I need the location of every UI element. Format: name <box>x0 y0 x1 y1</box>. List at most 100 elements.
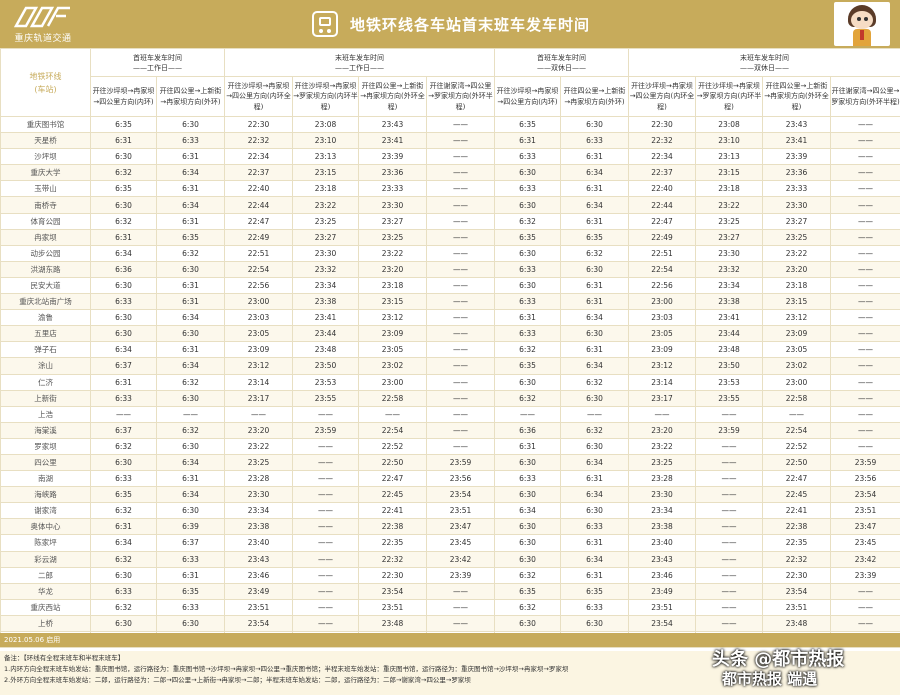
time-cell: 23:40 <box>224 534 293 552</box>
time-cell: 23:09 <box>224 341 293 359</box>
time-cell: —— <box>426 309 495 327</box>
time-cell: —— <box>292 518 359 536</box>
time-cell: 6:33 <box>494 180 561 198</box>
time-cell: —— <box>830 325 900 343</box>
time-cell: 6:31 <box>90 518 157 536</box>
time-cell: 23:41 <box>358 132 427 150</box>
time-cell: 23:12 <box>358 309 427 327</box>
time-cell: 23:48 <box>695 341 763 359</box>
station-name: 四公里 <box>0 453 91 472</box>
time-cell: —— <box>830 357 900 375</box>
time-cell: 6:30 <box>156 389 225 407</box>
time-cell: 22:51 <box>628 244 696 262</box>
time-cell: 6:31 <box>90 373 157 391</box>
time-cell: 23:51 <box>426 502 495 520</box>
station-name: 上新街 <box>0 389 91 407</box>
time-cell: —— <box>292 486 359 504</box>
time-cell: —— <box>695 405 763 423</box>
time-cell: 6:34 <box>560 357 629 375</box>
station-name: 重庆大学 <box>0 164 91 182</box>
table-row: 冉家坝 6:31 6:35 22:49 23:27 23:25 —— 6:35 6:35 22:4… <box>0 228 900 246</box>
time-cell: —— <box>830 582 900 600</box>
time-cell: 23:00 <box>628 293 696 311</box>
time-cell: —— <box>830 115 900 134</box>
column-header: 开往谢家湾→四公里→罗家坝方向(外环半程) <box>830 76 900 117</box>
time-cell: 6:30 <box>494 196 561 214</box>
time-cell: 23:15 <box>762 293 831 311</box>
time-cell: 23:50 <box>695 357 763 375</box>
time-cell: 6:32 <box>560 421 629 439</box>
watermark-secondary: 都市热报 端遇 <box>722 670 818 688</box>
time-cell: 23:40 <box>628 534 696 552</box>
time-cell: 23:27 <box>695 228 763 246</box>
table-row: 动步公园 6:34 6:32 22:51 23:30 23:22 —— 6:30 6:32 22:… <box>0 244 900 262</box>
time-cell: 23:53 <box>695 373 763 391</box>
time-cell: —— <box>695 518 763 536</box>
time-cell: 6:34 <box>90 534 157 552</box>
time-cell: 6:32 <box>156 373 225 391</box>
time-cell: 6:34 <box>560 550 629 568</box>
time-cell: —— <box>695 566 763 584</box>
time-cell: 23:32 <box>292 260 359 278</box>
time-cell: 6:35 <box>90 486 157 504</box>
table-row: 沙坪坝 6:30 6:31 22:34 23:13 23:39 —— 6:33 6:31 22:3… <box>0 148 900 166</box>
time-cell: 23:14 <box>224 373 293 391</box>
time-cell: 23:38 <box>628 518 696 536</box>
time-cell: 6:33 <box>156 598 225 616</box>
time-cell: —— <box>292 614 359 633</box>
time-cell: 6:35 <box>560 228 629 246</box>
time-cell: 23:48 <box>358 614 427 633</box>
time-cell: 6:30 <box>494 164 561 182</box>
time-cell: 6:30 <box>494 244 561 262</box>
station-name: 重庆图书馆 <box>0 115 91 134</box>
time-cell: 23:56 <box>830 470 900 488</box>
table-row: 上桥 6:30 6:30 23:54 —— 23:48 —— 6:30 6:30 23:54 —— 2… <box>0 614 900 633</box>
time-cell: 6:30 <box>156 115 225 134</box>
time-cell: 6:30 <box>156 437 225 455</box>
time-cell: —— <box>695 486 763 504</box>
time-cell: 6:30 <box>90 325 157 343</box>
time-cell: 6:30 <box>90 276 157 295</box>
table-row: 海峡路 6:35 6:34 23:30 —— 22:45 23:54 6:30 6:34 23:3… <box>0 486 900 504</box>
time-cell: 23:12 <box>762 309 831 327</box>
time-cell: 23:59 <box>830 453 900 472</box>
time-cell: 22:54 <box>224 260 293 278</box>
time-cell: 6:30 <box>560 502 629 520</box>
time-cell: 22:30 <box>224 115 293 134</box>
time-cell: 6:31 <box>560 534 629 552</box>
time-cell: —— <box>830 180 900 198</box>
station-name: 华龙 <box>0 582 91 600</box>
time-cell: 22:34 <box>628 148 696 166</box>
time-cell: 23:18 <box>762 276 831 295</box>
effective-date: 2021.05.06 启用 <box>0 633 900 647</box>
time-cell: 23:25 <box>695 212 763 230</box>
time-cell: 23:44 <box>695 325 763 343</box>
time-cell: 6:33 <box>90 470 157 488</box>
time-cell: 6:30 <box>494 373 561 391</box>
time-cell: 23:59 <box>292 421 359 439</box>
time-cell: 23:12 <box>224 357 293 375</box>
train-icon <box>312 11 338 37</box>
time-cell: 22:38 <box>762 518 831 536</box>
time-cell: —— <box>830 196 900 214</box>
time-cell: 22:56 <box>224 276 293 295</box>
column-header: 开往四公里→上新街→冉家坝方向(外环) <box>560 76 629 117</box>
table-row: 体育公园 6:32 6:31 22:47 23:25 23:27 —— 6:32 6:31 22:… <box>0 212 900 230</box>
time-cell: 6:35 <box>494 115 561 134</box>
time-cell: —— <box>695 470 763 488</box>
time-cell: 6:30 <box>560 614 629 633</box>
time-cell: 6:30 <box>90 453 157 472</box>
time-cell: 23:38 <box>695 293 763 311</box>
time-cell: 23:48 <box>762 614 831 633</box>
station-name: 五里店 <box>0 325 91 343</box>
group-header-weekday-last: 末班车发车时间 ——工作日—— <box>224 48 495 77</box>
station-name: 彩云湖 <box>0 550 91 568</box>
time-cell: 6:33 <box>90 389 157 407</box>
time-cell: 23:25 <box>762 228 831 246</box>
time-cell: 6:30 <box>90 196 157 214</box>
time-cell: 22:35 <box>762 534 831 552</box>
station-name: 谢家湾 <box>0 502 91 520</box>
table-row: 弹子石 6:34 6:31 23:09 23:48 23:05 —— 6:32 6:31 23:0… <box>0 341 900 359</box>
table-row: 谢家湾 6:32 6:30 23:34 —— 22:41 23:51 6:34 6:30 23:3… <box>0 502 900 520</box>
time-cell: 6:33 <box>560 132 629 150</box>
